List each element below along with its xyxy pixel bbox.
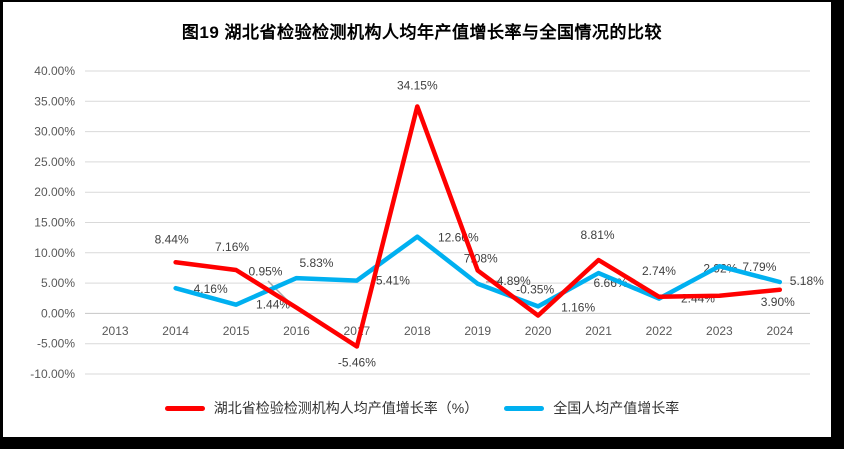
legend-item-hubei: 湖北省检验检测机构人均产值增长率（%） xyxy=(164,398,479,418)
x-tick-label: 2022 xyxy=(646,324,673,338)
data-label-series-1: 5.18% xyxy=(790,274,824,288)
y-tick-label: 5.00% xyxy=(41,276,75,290)
data-label-series-1: 12.66% xyxy=(438,231,479,245)
data-label-series-0: 2.74% xyxy=(642,264,676,278)
x-tick-label: 2021 xyxy=(585,324,612,338)
y-tick-label: 0.00% xyxy=(41,306,75,320)
y-tick-label: 20.00% xyxy=(34,185,75,199)
data-label-series-0: 3.90% xyxy=(761,295,795,309)
y-tick-label: -10.00% xyxy=(30,367,75,381)
x-tick-label: 2016 xyxy=(283,324,310,338)
x-tick-label: 2020 xyxy=(525,324,552,338)
legend: 湖北省检验检测机构人均产值增长率（%） 全国人均产值增长率 xyxy=(0,397,844,419)
series-line-0 xyxy=(173,104,783,349)
legend-label-national: 全国人均产值增长率 xyxy=(553,400,680,416)
data-label-series-0: -0.35% xyxy=(516,283,554,297)
y-tick-label: 40.00% xyxy=(34,64,75,78)
x-tick-label: 2017 xyxy=(344,324,371,338)
data-label-series-0: 34.15% xyxy=(397,78,438,92)
data-label-series-0: 0.95% xyxy=(248,265,282,279)
y-tick-label: 35.00% xyxy=(34,94,75,108)
y-tick-label: 25.00% xyxy=(34,155,75,169)
data-label-series-1: 1.16% xyxy=(561,300,595,314)
legend-swatch-hubei-line xyxy=(164,405,205,411)
y-tick-label: 30.00% xyxy=(34,125,75,139)
x-tick-label: 2014 xyxy=(162,324,189,338)
data-label-series-1: 1.44% xyxy=(256,298,290,312)
data-label-series-1: 5.41% xyxy=(376,274,410,288)
data-label-series-1: 4.89% xyxy=(497,274,531,288)
x-tick-label: 2015 xyxy=(223,324,250,338)
y-tick-label: 10.00% xyxy=(34,246,75,260)
data-label-series-0: -5.46% xyxy=(338,355,376,369)
data-label-series-0: 8.44% xyxy=(155,232,189,246)
legend-item-national: 全国人均产值增长率 xyxy=(504,398,679,418)
x-tick-label: 2023 xyxy=(706,324,733,338)
data-label-series-0: 7.16% xyxy=(215,240,249,254)
legend-swatch-national-line xyxy=(504,405,545,411)
data-label-series-0: 7.08% xyxy=(464,251,498,265)
x-tick-label: 2024 xyxy=(766,324,793,338)
data-label-series-0: 8.81% xyxy=(581,228,615,242)
chart-title: 图19 湖北省检验检测机构人均年产值增长率与全国情况的比较 xyxy=(181,23,663,42)
data-label-series-1: 4.16% xyxy=(194,282,228,296)
x-tick-label: 2013 xyxy=(102,324,129,338)
y-tick-label: -5.00% xyxy=(37,337,75,351)
legend-label-hubei: 湖北省检验检测机构人均产值增长率（%） xyxy=(213,400,479,416)
data-label-series-1: 5.83% xyxy=(299,256,333,270)
x-tick-label: 2019 xyxy=(464,324,491,338)
y-tick-label: 15.00% xyxy=(34,216,75,230)
series-line-1 xyxy=(173,234,783,309)
data-label-series-1: 7.79% xyxy=(742,260,776,274)
x-tick-label: 2018 xyxy=(404,324,431,338)
